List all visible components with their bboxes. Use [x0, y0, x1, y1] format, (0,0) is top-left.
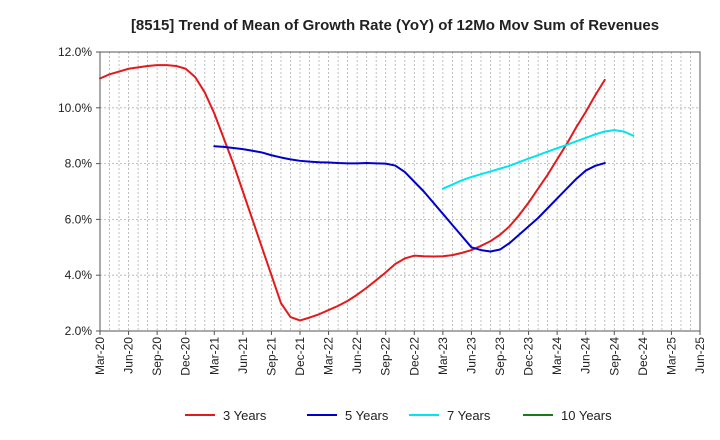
- x-tick-label: Mar-21: [207, 337, 221, 375]
- series-line-3-years: [99, 64, 606, 322]
- chart-title: [8515] Trend of Mean of Growth Rate (YoY…: [131, 17, 659, 34]
- x-tick-label: Sep-22: [379, 337, 393, 376]
- x-axis: Mar-20 Jun-20 Sep-20 Dec-20 Mar-21 Jun-21 Sep-…: [93, 331, 707, 376]
- y-tick-label: 12.0%: [58, 45, 92, 59]
- x-tick-label: Sep-20: [150, 337, 164, 376]
- x-tick-label: Dec-23: [522, 337, 536, 376]
- x-tick-label: Jun-21: [236, 337, 250, 374]
- x-tick-label: Mar-24: [550, 337, 564, 375]
- x-tick-label: Sep-21: [264, 337, 278, 376]
- y-tick-label: 10.0%: [58, 101, 92, 115]
- x-tick-label: Jun-24: [579, 337, 593, 374]
- legend-label: 3 Years: [223, 408, 267, 423]
- x-tick-label: Mar-23: [436, 337, 450, 375]
- x-tick-label: Dec-22: [407, 337, 421, 376]
- x-tick-label: Sep-24: [607, 337, 621, 376]
- y-tick-label: 6.0%: [65, 212, 93, 226]
- x-tick-label: Sep-23: [493, 337, 507, 376]
- plot-area: [99, 51, 701, 332]
- x-tick-label: Mar-25: [664, 337, 678, 375]
- y-axis: 2.0% 4.0% 6.0% 8.0% 10.0% 12.0%: [58, 45, 100, 338]
- legend: 3 Years 5 Years 7 Years 10 Years: [185, 408, 612, 423]
- x-tick-label: Mar-20: [93, 337, 107, 375]
- x-tick-label: Dec-21: [293, 337, 307, 376]
- series-line-5-years: [213, 145, 606, 253]
- x-tick-label: Dec-20: [179, 337, 193, 376]
- y-tick-label: 8.0%: [65, 157, 93, 171]
- legend-label: 10 Years: [561, 408, 612, 423]
- x-tick-label: Jun-23: [464, 337, 478, 374]
- x-tick-label: Mar-22: [322, 337, 336, 375]
- x-tick-label: Jun-22: [350, 337, 364, 374]
- legend-label: 7 Years: [447, 408, 491, 423]
- x-tick-label: Jun-25: [693, 337, 707, 374]
- y-tick-label: 4.0%: [65, 268, 93, 282]
- grid-layer: [100, 52, 700, 331]
- series-layer: [99, 64, 635, 322]
- x-tick-label: Dec-24: [636, 337, 650, 376]
- y-tick-label: 2.0%: [65, 324, 93, 338]
- x-tick-label: Jun-20: [122, 337, 136, 374]
- series-line-7-years: [441, 129, 635, 190]
- legend-label: 5 Years: [345, 408, 389, 423]
